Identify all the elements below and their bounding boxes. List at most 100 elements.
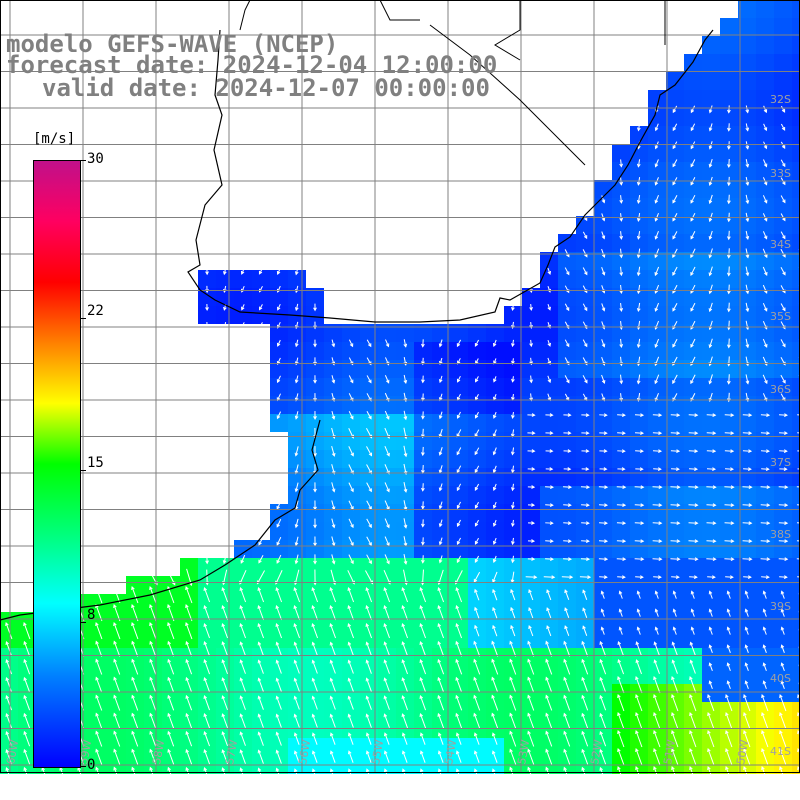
wind-arrow (581, 731, 589, 747)
wind-arrow (564, 303, 570, 311)
latitude-label: 33S (770, 167, 791, 180)
speed-cell (648, 576, 666, 594)
wind-arrow-head (294, 397, 299, 402)
wind-arrow-head (473, 768, 478, 773)
speed-cell (468, 414, 486, 432)
latitude-label: 37S (770, 456, 791, 469)
speed-cell (252, 684, 270, 702)
wind-arrow-head (712, 485, 717, 489)
wind-arrow-head (203, 677, 208, 682)
wind-arrow (455, 587, 463, 603)
speed-cell (702, 468, 720, 486)
wind-arrow-head (527, 676, 531, 681)
wind-arrow-head (347, 732, 352, 737)
wind-arrow (365, 587, 373, 603)
speed-cell (666, 558, 684, 576)
wind-arrow-head (492, 451, 497, 456)
speed-cell (684, 288, 702, 306)
speed-cell (702, 540, 720, 558)
speed-cell (738, 504, 756, 522)
wind-arrow-head (527, 712, 531, 717)
wind-arrow-head (438, 451, 443, 456)
wind-arrow-head (383, 623, 388, 628)
speed-cell (756, 144, 774, 162)
wind-arrow-head (5, 658, 10, 663)
lat-lon-grid (0, 0, 800, 773)
wind-arrow-head (131, 640, 135, 645)
wind-arrow (601, 285, 605, 293)
speed-cell (432, 576, 450, 594)
wind-arrow (728, 194, 730, 204)
speed-cell (738, 558, 756, 576)
speed-cell (756, 576, 774, 594)
speed-cell (198, 666, 216, 684)
speed-cell (576, 738, 594, 756)
wind-arrow (691, 609, 695, 617)
wind-arrow (366, 714, 372, 728)
wind-arrow-head (347, 713, 352, 718)
wind-arrow (619, 627, 623, 635)
speed-cell (792, 450, 800, 468)
speed-cell (414, 540, 432, 558)
wind-arrow-head (95, 766, 99, 771)
wind-arrow-head (547, 270, 552, 275)
speed-cell (216, 648, 234, 666)
wind-arrow-head (455, 676, 459, 681)
wind-arrow-head (386, 542, 390, 547)
speed-cell (288, 648, 306, 666)
wind-arrow-head (690, 181, 694, 186)
wind-arrow (419, 659, 427, 675)
wind-arrow-head (221, 695, 226, 700)
speed-cell (702, 486, 720, 504)
wind-arrow (725, 766, 733, 784)
wind-arrow-head (368, 452, 373, 457)
wind-arrow-head (311, 623, 316, 628)
speed-cell (450, 342, 468, 360)
speed-cell (612, 738, 630, 756)
wind-arrow-head (203, 623, 208, 628)
speed-cell (234, 684, 252, 702)
speed-cell (594, 342, 612, 360)
speed-cell (540, 558, 558, 576)
wind-arrow-head (549, 521, 554, 525)
wind-arrow-head (492, 342, 497, 347)
wind-arrow-head (672, 181, 676, 186)
speed-cell (432, 486, 450, 504)
wind-arrow-head (456, 414, 461, 419)
speed-cell (612, 486, 630, 504)
wind-arrow (221, 587, 229, 603)
wind-arrow-head (241, 306, 245, 311)
speed-cell (414, 504, 432, 522)
wind-arrow (672, 660, 678, 674)
wind-arrow-head (437, 694, 441, 699)
wind-arrow (365, 623, 373, 639)
colorbar-tickmark (80, 470, 86, 471)
speed-cell (378, 522, 396, 540)
speed-cell (612, 288, 630, 306)
wind-arrow (474, 339, 480, 347)
wind-arrow (672, 393, 678, 401)
speed-cell (108, 684, 126, 702)
speed-cell (738, 576, 756, 594)
speed-cell (612, 540, 630, 558)
wind-arrow-head (528, 607, 532, 612)
wind-arrow-head (584, 379, 588, 384)
speed-cell (666, 612, 684, 630)
wind-arrow (295, 375, 299, 383)
wind-arrow (456, 465, 462, 473)
wind-arrow (689, 694, 697, 712)
speed-cell (684, 306, 702, 324)
speed-cell (648, 738, 666, 756)
wind-arrow (743, 712, 751, 730)
wind-arrow (511, 465, 515, 473)
speed-cell (288, 684, 306, 702)
wind-arrow-head (529, 306, 533, 312)
speed-cell (576, 378, 594, 396)
wind-arrow-head (566, 379, 570, 384)
wind-arrow-head (437, 676, 441, 681)
speed-cell (666, 504, 684, 522)
speed-cell (684, 108, 702, 126)
wind-arrow (655, 591, 659, 599)
wind-arrow-head (257, 731, 262, 736)
speed-cell (270, 630, 288, 648)
